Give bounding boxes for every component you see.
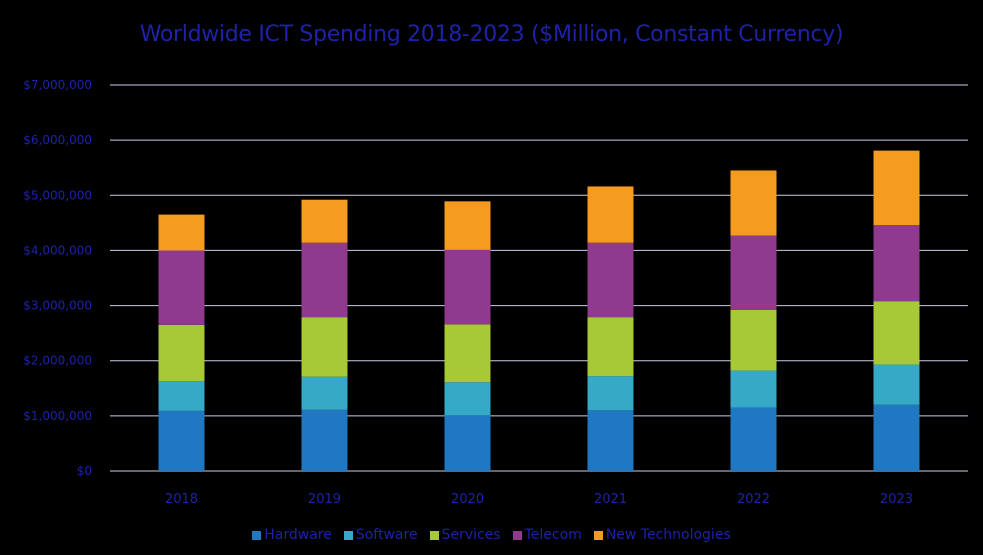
bar-segment [873,150,920,226]
legend-swatch [343,530,353,540]
bar-segment [587,242,634,318]
bar-segment [444,324,491,383]
bar-segment [730,235,777,310]
bar-segment [158,324,205,382]
bar-segment [301,199,348,243]
legend-swatch [593,530,603,540]
x-tick-label: 2019 [308,492,341,507]
chart-title: Worldwide ICT Spending 2018-2023 ($Milli… [139,22,844,47]
legend-item: Hardware [252,527,332,543]
legend-label: Software [355,527,418,543]
x-tick-label: 2022 [737,492,770,507]
bar-segment [444,249,491,325]
y-tick-label: $2,000,000 [23,354,92,368]
x-tick-label: 2018 [165,492,198,507]
bar-segment [873,404,920,471]
chart-legend: Hardware Software Services Telecom New Techn… [0,527,983,544]
y-tick-label: $4,000,000 [23,243,92,257]
bar-segment [301,317,348,377]
bar-segment [301,409,348,471]
legend-item: Software [343,527,418,543]
legend-swatch [512,530,522,540]
bar-segment [444,201,491,250]
bar-segment [873,301,920,365]
bar-segment [158,381,205,411]
legend-swatch [429,530,439,540]
legend-item: Services [429,527,501,543]
bar-segment [158,410,205,471]
bar-segment [158,250,205,325]
bar-segment [587,376,634,411]
bar-segment [873,364,920,405]
x-tick-label: 2021 [594,492,627,507]
bar-segment [873,225,920,302]
y-tick-label: $7,000,000 [23,78,92,92]
bar-segment [587,186,634,243]
bar-segment [587,410,634,471]
bar-segment [730,370,777,408]
bar-segment [587,317,634,377]
legend-label: Hardware [264,527,332,543]
bar-segment [444,415,491,471]
y-tick-label: $1,000,000 [23,409,92,423]
legend-item: New Technologies [593,527,731,543]
bar-segment [730,309,777,371]
legend-swatch [252,530,262,540]
y-tick-label: $0 [77,464,92,478]
legend-label: Telecom [524,527,582,543]
bar-segment [444,382,491,416]
legend-label: New Technologies [605,527,731,543]
y-tick-label: $6,000,000 [23,133,92,147]
y-tick-label: $3,000,000 [23,299,92,313]
bar-segment [301,376,348,410]
x-tick-label: 2020 [451,492,484,507]
y-tick-label: $5,000,000 [23,188,92,202]
bar-segment [301,242,348,318]
bar-segment [158,214,205,251]
bar-segment [730,407,777,471]
legend-label: Services [441,527,501,543]
bar-segment [730,170,777,236]
x-tick-label: 2023 [880,492,913,507]
legend-item: Telecom [512,527,582,543]
